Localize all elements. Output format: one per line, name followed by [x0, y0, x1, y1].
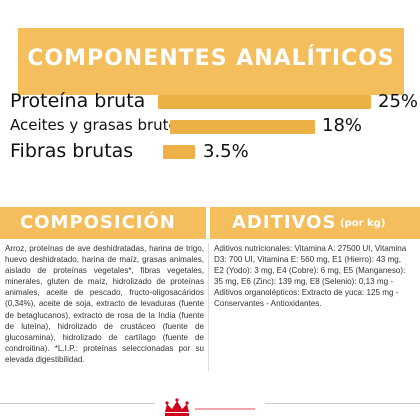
additives-line: Conservantes - Antioxidantes.: [214, 299, 322, 309]
row-value: 25%: [378, 91, 419, 112]
value-bar: [158, 95, 371, 109]
additives-line: Aditivos organolépticos: Extracto de yuc…: [214, 288, 399, 298]
analytical-row-fats: Aceites y grasas brutos 18%: [10, 114, 420, 138]
analytical-row-fiber: Fibras brutas 3.5%: [10, 140, 420, 164]
additives-line: Aditivos nutricionales: Vitamina A: 2750…: [214, 244, 407, 287]
additives-header: ADITIVOS (por kg): [210, 207, 420, 239]
row-label: Fibras brutas: [10, 140, 134, 162]
analytical-header-panel: COMPONENTES ANALÍTICOS: [18, 28, 404, 95]
composition-header: COMPOSICIÓN: [0, 207, 206, 239]
additives-title-suffix: (por kg): [340, 218, 386, 229]
row-value: 18%: [322, 115, 363, 136]
column-divider: [208, 243, 209, 371]
analytical-row-protein: Proteína bruta 25%: [10, 90, 420, 114]
analytical-title: COMPONENTES ANALÍTICOS: [27, 46, 395, 71]
row-label: Proteína bruta: [10, 90, 146, 112]
composition-title: COMPOSICIÓN: [20, 212, 176, 233]
value-bar: [163, 145, 195, 159]
additives-list: Aditivos nutricionales: Vitamina A: 2750…: [214, 243, 411, 310]
additives-title: ADITIVOS: [232, 212, 337, 233]
row-label: Aceites y grasas brutos: [10, 116, 186, 134]
royal-crown-logo-icon: [155, 396, 265, 420]
value-bar: [170, 120, 315, 134]
composition-text: Arroz, proteínas de ave deshidratadas, h…: [5, 244, 204, 364]
row-value: 3.5%: [203, 141, 249, 162]
